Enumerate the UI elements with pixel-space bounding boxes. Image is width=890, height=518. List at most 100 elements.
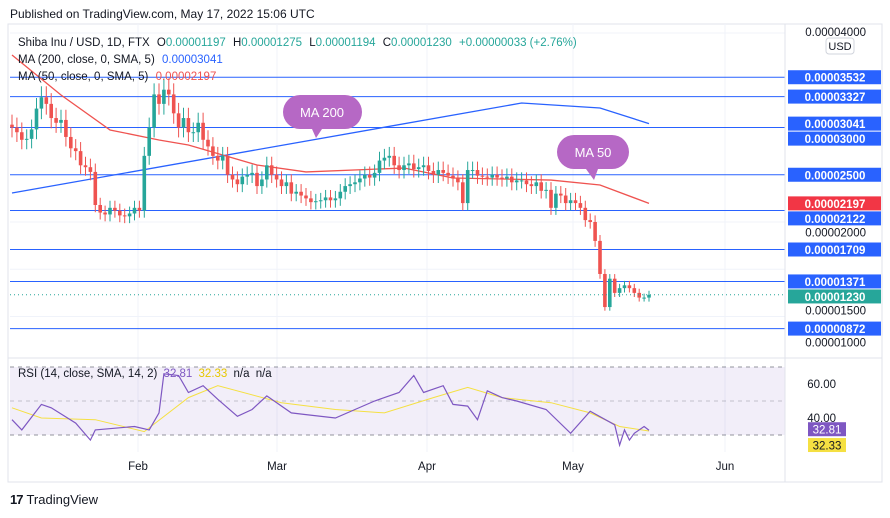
level-badge: 0.00003532 — [788, 70, 881, 85]
candle — [260, 171, 264, 194]
candle — [162, 78, 166, 115]
candle — [377, 151, 382, 182]
ohlc-legend: Shiba Inu / USD, 1D, FTX O0.00001197 H0.… — [18, 37, 577, 49]
candle — [436, 161, 441, 184]
open-value: 0.00001197 — [166, 37, 226, 49]
candle — [568, 192, 573, 211]
candle — [416, 158, 421, 178]
candle — [132, 200, 137, 221]
grid — [10, 24, 785, 452]
candle — [54, 107, 58, 133]
candle — [34, 98, 39, 140]
candle — [456, 170, 460, 191]
candle — [343, 178, 347, 200]
candle — [647, 290, 651, 302]
ma50-legend-label: MA (50, close, 0, SMA, 5) — [18, 71, 149, 83]
candle — [554, 186, 558, 215]
candle — [230, 166, 235, 188]
rsi-guides — [10, 366, 785, 436]
candle — [59, 109, 63, 133]
candle — [426, 156, 431, 180]
candle — [333, 190, 338, 208]
price-badge-label: 0.00002122 — [805, 214, 866, 226]
candle — [529, 176, 534, 194]
tradingview-logo[interactable]: 17 TradingView — [10, 492, 98, 507]
candle — [588, 213, 592, 229]
candle — [578, 195, 583, 215]
candle — [167, 78, 171, 106]
candle — [245, 166, 249, 185]
tradingview-logo-icon: 17 — [10, 492, 24, 507]
level-badge: 0.00002122 — [788, 211, 881, 226]
candle — [122, 208, 127, 224]
candle — [44, 86, 49, 115]
candle — [382, 148, 387, 170]
candle — [500, 169, 504, 187]
rsi-legend-value: 32.81 — [164, 368, 193, 380]
candle — [534, 174, 539, 194]
candle — [152, 83, 156, 138]
candle — [637, 288, 641, 302]
level-badge: 0.00001709 — [788, 242, 881, 257]
horizontal-levels[interactable] — [10, 76, 785, 330]
candle — [441, 161, 445, 182]
open-label: O — [157, 37, 166, 49]
candle — [294, 184, 298, 202]
price-axis[interactable]: 0.00004000 0.00002000 0.00001500 0.00001000 — [805, 27, 866, 350]
candle — [593, 215, 597, 247]
rsi-legend-label: RSI (14, close, SMA, 14, 2) — [18, 368, 158, 380]
ma200-legend-value: 0.00003041 — [162, 54, 223, 66]
candle — [240, 168, 245, 193]
candle — [83, 156, 88, 176]
candle — [480, 167, 485, 185]
candle — [10, 114, 14, 138]
price-badge-label: 0.00003532 — [805, 73, 866, 85]
ma200-line — [11, 102, 650, 194]
ma200-legend-label: MA (200, close, 0, SMA, 5) — [18, 54, 155, 66]
candle — [39, 86, 44, 120]
currency-label: USD — [828, 41, 851, 53]
candle — [603, 269, 607, 311]
ma50-price-badge: 0.00002197 — [788, 196, 881, 211]
time-axis[interactable]: Feb Mar Apr May Jun — [128, 461, 734, 473]
candle — [598, 234, 602, 279]
ma200-callout: MA 200 — [283, 95, 362, 138]
price-tick-label: 0.00004000 — [805, 27, 866, 39]
candle — [250, 164, 254, 184]
candle — [284, 174, 289, 194]
price-badge-label: 0.00000872 — [805, 324, 866, 336]
candle — [627, 280, 632, 293]
candle — [475, 161, 480, 184]
candle — [118, 203, 122, 223]
candle — [563, 187, 568, 211]
candle — [29, 119, 34, 149]
candle — [524, 172, 529, 193]
candle — [465, 161, 470, 211]
candle — [573, 192, 578, 211]
candle — [612, 274, 617, 298]
candle — [98, 197, 102, 220]
candles — [10, 78, 651, 311]
candle — [93, 163, 98, 213]
candle — [191, 122, 196, 142]
candle — [505, 168, 509, 187]
candle — [201, 112, 205, 150]
ma50-legend-value: 0.00002197 — [156, 71, 217, 83]
candle — [269, 156, 274, 184]
candle — [225, 146, 230, 184]
candle — [181, 107, 186, 138]
candle — [186, 107, 191, 142]
price-badge-label: 0.00003041 — [805, 119, 866, 131]
price-tick-label: 0.00001000 — [805, 338, 866, 350]
candle — [255, 164, 259, 194]
price-badge-label: 0.00001371 — [805, 277, 866, 289]
ma50-callout: MA 50 — [557, 135, 629, 180]
currency-button[interactable]: USD — [825, 37, 855, 55]
rsi-legend[interactable]: RSI (14, close, SMA, 14, 2) 32.81 32.33 … — [18, 368, 272, 380]
candle — [372, 164, 377, 186]
candle — [274, 166, 279, 188]
ma50-legend[interactable]: MA (50, close, 0, SMA, 5) 0.00002197 — [18, 71, 216, 83]
ma200-legend[interactable]: MA (200, close, 0, SMA, 5) 0.00003041 — [18, 54, 223, 66]
